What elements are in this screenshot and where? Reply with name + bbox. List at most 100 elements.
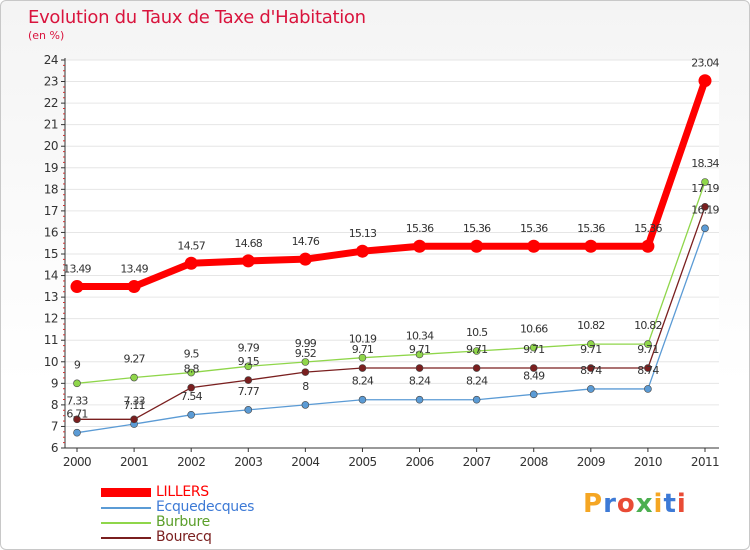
- data-point-burbure: [472, 347, 481, 355]
- data-label-burbure: 10.34: [406, 329, 434, 342]
- data-point-burbure: [644, 340, 652, 348]
- series-line-lillers: [73, 77, 709, 291]
- y-tick-label: 17: [44, 204, 58, 218]
- y-tick-label: 16: [44, 225, 58, 239]
- data-point-burbure: [301, 358, 310, 366]
- y-tick-label: 20: [44, 139, 58, 153]
- data-label-ecquedecques: 7.11: [123, 399, 144, 412]
- data-point-burbure: [73, 379, 81, 388]
- legend-label-lillers: LILLERS: [156, 484, 209, 500]
- x-tick-label: 2004: [291, 455, 319, 469]
- legend-label-ecquedecques: Ecquedecques: [156, 499, 255, 515]
- data-label-ecquedecques: 6.71: [66, 408, 87, 421]
- data-point-bourecq: [301, 368, 310, 376]
- data-label-bourecq: 7.33: [123, 394, 145, 407]
- y-tick-label: 23: [44, 75, 58, 89]
- data-label-lillers: 15.36: [520, 222, 548, 235]
- data-point-lillers: [298, 252, 312, 266]
- proxiti-logo: Proxiti: [583, 489, 687, 519]
- data-label-ecquedecques: 8.74: [580, 364, 602, 377]
- data-label-ecquedecques: 8.74: [637, 364, 659, 377]
- data-point-lillers: [241, 254, 255, 268]
- data-label-ecquedecques: 7.54: [181, 390, 203, 403]
- data-label-lillers: 15.36: [406, 222, 434, 235]
- y-tick-label: 10: [44, 355, 58, 369]
- data-label-ecquedecques: 7.77: [238, 385, 260, 398]
- y-tick-label: 13: [44, 290, 58, 304]
- legend-label-bourecq: Bourecq: [156, 529, 212, 545]
- y-tick-label: 9: [51, 376, 58, 390]
- data-point-lillers: [184, 256, 198, 270]
- data-label-ecquedecques: 16.19: [691, 203, 719, 216]
- y-tick-label: 18: [44, 182, 58, 196]
- data-label-ecquedecques: 8.24: [352, 375, 374, 388]
- y-tick-label: 21: [44, 118, 58, 132]
- y-tick-label: 8: [51, 398, 58, 412]
- legend-swatch-ecquedecques: [101, 507, 151, 509]
- data-label-bourecq: 17.19: [691, 182, 719, 195]
- y-tick-label: 22: [44, 96, 58, 110]
- data-point-bourecq: [73, 415, 81, 424]
- y-tick-label: 11: [44, 333, 58, 347]
- logo-letter: t: [663, 489, 677, 519]
- x-tick-label: 2008: [520, 455, 548, 469]
- data-label-burbure: 9.27: [123, 353, 145, 366]
- legend-label-burbure: Burbure: [156, 514, 210, 530]
- data-point-burbure: [701, 178, 709, 186]
- data-label-ecquedecques: 8.24: [409, 375, 431, 388]
- series-line-ecquedecques: [76, 227, 706, 434]
- data-point-ecquedecques: [701, 224, 709, 233]
- chart-title: Evolution du Taux de Taxe d'Habitation: [28, 7, 366, 28]
- data-label-ecquedecques: 8: [302, 380, 309, 393]
- logo-letter: i: [676, 489, 687, 519]
- x-tick-label: 2005: [348, 455, 376, 469]
- data-label-bourecq: 9.71: [466, 343, 487, 356]
- data-label-bourecq: 9.15: [238, 355, 260, 368]
- data-label-bourecq: 9.52: [295, 347, 316, 360]
- data-point-lillers: [413, 239, 427, 253]
- data-point-ecquedecques: [415, 395, 424, 404]
- legend-swatch-burbure: [101, 522, 151, 524]
- data-point-ecquedecques: [644, 385, 652, 393]
- data-point-bourecq: [244, 376, 253, 384]
- data-point-lillers: [355, 244, 369, 258]
- data-label-bourecq: 9.71: [523, 343, 544, 356]
- data-label-lillers: 15.36: [634, 222, 662, 235]
- legend-swatch-lillers: [101, 488, 151, 497]
- data-label-bourecq: 9.71: [409, 343, 430, 356]
- data-point-ecquedecques: [358, 395, 367, 404]
- data-point-bourecq: [358, 364, 367, 372]
- data-label-burbure: 10.82: [577, 319, 605, 332]
- logo-letter: P: [583, 489, 604, 519]
- logo-letter: r: [603, 489, 617, 519]
- data-point-bourecq: [529, 364, 538, 372]
- data-point-burbure: [187, 368, 195, 377]
- series-line-bourecq: [76, 206, 706, 420]
- data-point-ecquedecques: [587, 385, 595, 393]
- data-point-burbure: [358, 353, 367, 362]
- data-point-lillers: [698, 74, 712, 88]
- series-line-burbure: [76, 181, 706, 384]
- y-tick-label: 14: [44, 269, 58, 283]
- logo-letter: x: [635, 489, 654, 519]
- data-label-ecquedecques: 8.24: [466, 375, 488, 388]
- x-tick-label: 2003: [234, 455, 262, 469]
- data-label-lillers: 14.57: [177, 239, 205, 252]
- y-tick-label: 24: [44, 53, 58, 67]
- data-label-lillers: 15.13: [349, 227, 377, 240]
- data-point-lillers: [584, 239, 598, 253]
- x-tick-label: 2007: [463, 455, 491, 469]
- data-label-burbure: 10.5: [466, 326, 488, 339]
- unit-label: (en %): [28, 29, 65, 42]
- data-label-bourecq: 7.33: [66, 394, 88, 407]
- x-tick-label: 2009: [577, 455, 605, 469]
- y-tick-label: 19: [44, 161, 58, 175]
- data-point-burbure: [587, 340, 595, 348]
- x-tick-label: 2001: [120, 455, 148, 469]
- x-tick-label: 2002: [177, 455, 205, 469]
- data-point-burbure: [415, 350, 424, 359]
- data-label-burbure: 10.19: [349, 333, 377, 346]
- x-tick-label: 2006: [405, 455, 433, 469]
